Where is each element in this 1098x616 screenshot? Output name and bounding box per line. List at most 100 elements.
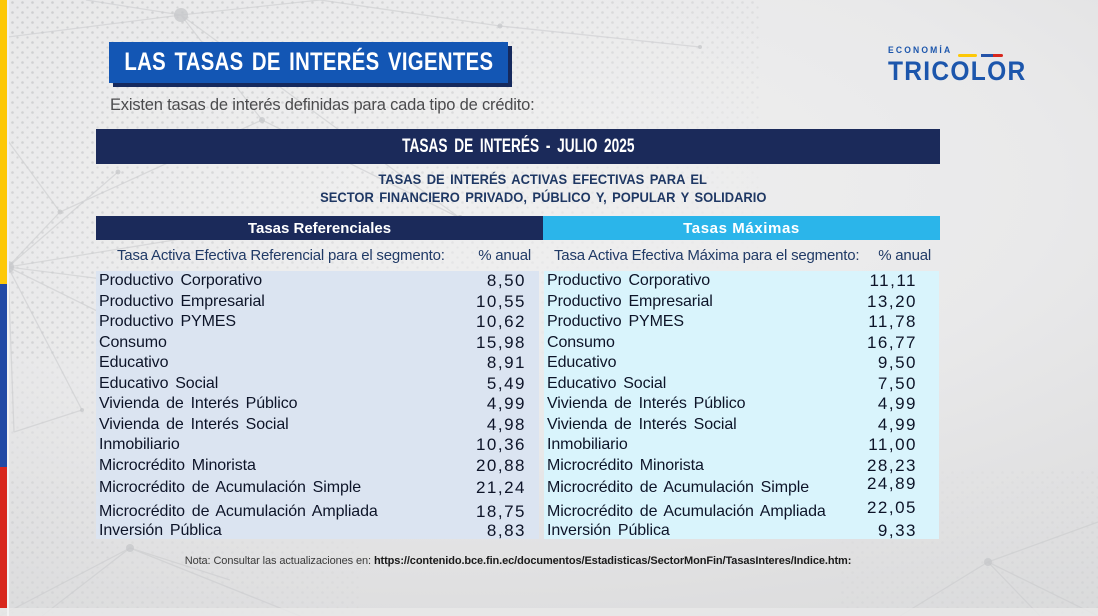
segment-label: Microcrédito de Acumulación Ampliada [99, 502, 378, 520]
segment-label: Productivo Corporativo [99, 272, 263, 290]
segment-label: Productivo Corporativo [547, 272, 711, 290]
segment-label: Microcrédito Minorista [99, 456, 256, 474]
segment-label: Microcrédito de Acumulación Simple [547, 479, 809, 496]
table-row: Productivo Empresarial 13,20 [544, 292, 939, 313]
logo-line-blue [981, 53, 994, 57]
rate-value: 4,98 [486, 414, 526, 434]
rate-value: 28,23 [866, 455, 917, 475]
table-row: Educativo Social 7,50 [544, 374, 939, 395]
segment-label: Educativo [547, 354, 617, 372]
rate-value: 11,11 [869, 271, 917, 291]
column-header-maximas: Tasas Máximas [543, 216, 940, 240]
rate-value: 15,98 [475, 332, 526, 352]
table-row: Educativo 9,50 [544, 353, 939, 374]
page-title: LAS TASAS DE INTERÉS VIGENTES [124, 48, 493, 76]
rate-value: 4,99 [877, 394, 917, 414]
percent-anual-label-left: % anual [478, 247, 531, 264]
subheader-maxima-label: Tasa Activa Efectiva Máxima para el segm… [554, 247, 860, 264]
rate-value: 9,50 [877, 353, 917, 373]
table-row: Productivo Empresarial 10,55 [96, 292, 539, 313]
table-title: TASAS DE INTERÉS - JULIO 2025 [401, 135, 635, 157]
table-row: Productivo PYMES 11,78 [544, 312, 939, 333]
table-row: Inversión Pública 9,33 [544, 521, 939, 540]
subheader-referencial: Tasa Activa Efectiva Referencial para el… [96, 240, 539, 271]
rate-value: 13,20 [866, 291, 917, 311]
title-banner: LAS TASAS DE INTERÉS VIGENTES [109, 42, 508, 83]
stripe-red-segment [0, 467, 7, 608]
segment-label: Vivienda de Interés Social [547, 415, 737, 433]
table-referenciales: Productivo Corporativo 8,50 Productivo Emp… [96, 271, 539, 540]
segment-label: Vivienda de Interés Público [547, 395, 746, 413]
stripe-blue-segment [0, 284, 7, 467]
table-row: Microcrédito Minorista 20,88 [96, 456, 539, 477]
rate-value: 20,88 [475, 455, 526, 475]
table-row: Microcrédito de Acumulación Ampliada 18,7… [96, 500, 539, 523]
table-heading-line2: SECTOR FINANCIERO PRIVADO, PÚBLICO Y, PO… [319, 188, 767, 205]
table-row: Inversión Pública 8,83 [96, 521, 539, 540]
rate-value: 7,50 [877, 373, 917, 393]
table-row: Productivo Corporativo 8,50 [96, 271, 539, 292]
table-row: Inmobiliario 11,00 [544, 435, 939, 456]
segment-label: Educativo Social [99, 374, 219, 392]
segment-label: Educativo Social [547, 374, 667, 392]
segment-label: Productivo PYMES [547, 313, 684, 331]
rate-value: 10,62 [475, 312, 526, 332]
logo-tricolor-line [958, 53, 1004, 57]
logo-line-red [993, 53, 1004, 57]
percent-anual-label-right: % anual [878, 247, 931, 264]
table-maximas: Productivo Corporativo 11,11 Productivo Em… [544, 271, 939, 540]
footnote-url: https://contenido.bce.fin.ec/documentos/… [373, 555, 852, 567]
rate-value: 21,24 [475, 478, 526, 497]
segment-label: Microcrédito de Acumulación Simple [99, 479, 361, 496]
table-row: Educativo Social 5,49 [96, 374, 539, 395]
rate-value: 4,99 [877, 414, 917, 434]
column-header-referenciales: Tasas Referenciales [96, 216, 543, 240]
rate-value: 24,89 [866, 474, 917, 493]
rate-value: 9,33 [877, 521, 917, 540]
rate-value: 11,78 [868, 312, 917, 332]
rate-value: 4,99 [486, 394, 526, 414]
segment-label: Inmobiliario [99, 436, 180, 454]
rate-value: 8,83 [486, 521, 526, 540]
table-row: Consumo 16,77 [544, 333, 939, 354]
table-row: Microcrédito de Acumulación Simple 21,24 [96, 476, 539, 500]
table-row: Vivienda de Interés Social 4,98 [96, 415, 539, 436]
rate-value: 22,05 [866, 497, 917, 517]
table-row: Vivienda de Interés Social 4,99 [544, 415, 939, 436]
table-row: Microcrédito Minorista 28,23 [544, 456, 939, 477]
segment-label: Vivienda de Interés Social [99, 415, 289, 433]
segment-label: Inmobiliario [547, 436, 628, 454]
subheader-maxima: Tasa Activa Efectiva Máxima para el segm… [544, 240, 939, 271]
stripe-yellow-segment [0, 0, 7, 284]
brand-logo: ECONOMÍA TRICOLOR [888, 45, 1053, 87]
rate-value: 8,50 [486, 271, 526, 291]
rate-value: 10,55 [475, 291, 526, 311]
table-heading-line1: TASAS DE INTERÉS ACTIVAS EFECTIVAS PARA … [378, 171, 708, 187]
table-row: Vivienda de Interés Público 4,99 [544, 394, 939, 415]
logo-line-yellow [958, 53, 978, 57]
table-title-bar: TASAS DE INTERÉS - JULIO 2025 [96, 129, 940, 164]
table-row: Inmobiliario 10,36 [96, 435, 539, 456]
segment-label: Inversión Pública [99, 522, 222, 539]
rate-value: 8,91 [486, 353, 526, 373]
rate-value: 11,00 [868, 435, 917, 455]
table-row: Microcrédito de Acumulación Simple 24,89 [544, 474, 939, 500]
tricolor-edge-stripe [0, 0, 9, 616]
segment-label: Productivo Empresarial [99, 292, 265, 310]
table-row: Consumo 15,98 [96, 333, 539, 354]
rate-value: 5,49 [486, 373, 526, 393]
segment-label: Educativo [99, 354, 169, 372]
table-row: Microcrédito de Acumulación Ampliada 22,0… [544, 497, 939, 523]
subheader-referencial-label: Tasa Activa Efectiva Referencial para el… [117, 247, 445, 264]
table-row: Productivo Corporativo 11,11 [544, 271, 939, 292]
segment-label: Microcrédito de Acumulación Ampliada [547, 502, 826, 520]
table-heading: TASAS DE INTERÉS ACTIVAS EFECTIVAS PARA … [121, 171, 965, 206]
segment-label: Inversión Pública [547, 522, 670, 539]
rate-value: 10,36 [475, 435, 526, 455]
column-header-referenciales-label: Tasas Referenciales [247, 219, 392, 237]
table-row: Educativo 8,91 [96, 353, 539, 374]
segment-label: Productivo Empresarial [547, 292, 713, 310]
segment-label: Consumo [547, 333, 615, 351]
segment-label: Vivienda de Interés Público [99, 395, 298, 413]
